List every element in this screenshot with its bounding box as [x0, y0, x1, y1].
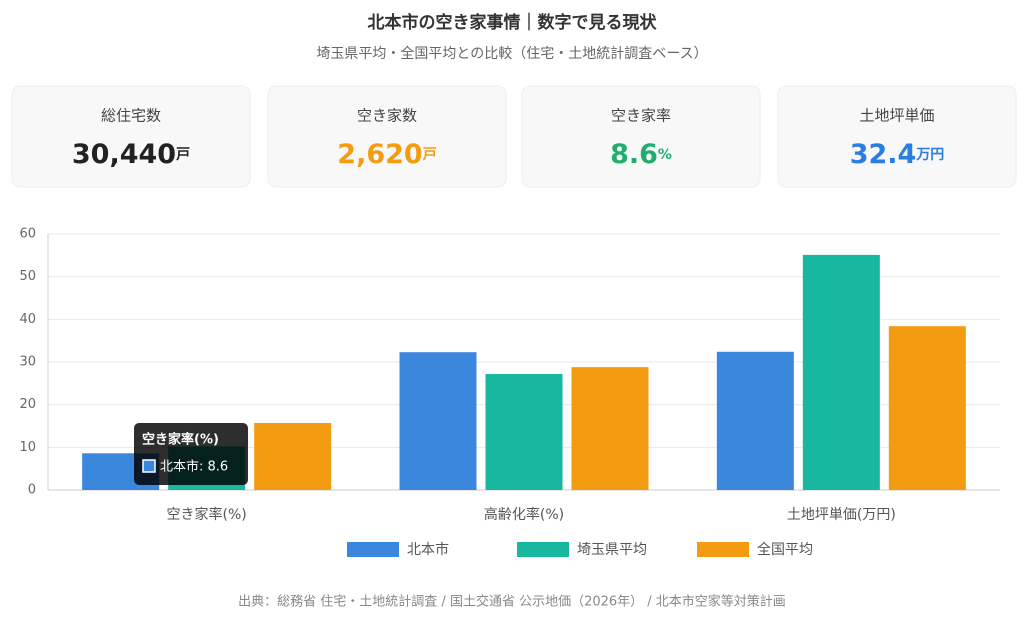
- card-value: 8.6: [610, 139, 658, 170]
- title: 北本市の空き家事情｜数字で見る現状: [368, 12, 658, 33]
- legend-swatch: [697, 542, 749, 557]
- card-label: 空き家率: [611, 107, 671, 125]
- card-value-line: 30,440戸: [72, 139, 190, 170]
- legend-label: 北本市: [407, 541, 449, 558]
- x-tick-label: 土地坪単価(万円): [787, 507, 896, 523]
- card: [11, 85, 251, 188]
- y-tick-label: 0: [28, 483, 36, 498]
- tooltip-box: [134, 423, 248, 485]
- legend-label: 埼玉県平均: [577, 542, 647, 558]
- y-tick-label: 50: [19, 269, 36, 284]
- bar: [888, 326, 966, 490]
- bar: [716, 351, 794, 490]
- card-value: 32.4: [850, 139, 917, 170]
- bar: [254, 423, 332, 490]
- card-unit: 万円: [915, 147, 944, 163]
- legend-swatch: [347, 542, 399, 557]
- tooltip: 空き家率(%) 北本市: 8.6: [134, 423, 248, 485]
- card-unit: %: [658, 147, 672, 163]
- y-tick-label: 40: [19, 312, 36, 327]
- card: [777, 85, 1017, 188]
- x-tick-label: 高齢化率(%): [484, 506, 564, 523]
- card-value-line: 32.4万円: [850, 139, 945, 170]
- bar: [399, 352, 477, 490]
- subtitle: 埼玉県平均・全国平均との比較（住宅・土地統計調査ベース）: [316, 45, 707, 62]
- card-label: 総住宅数: [101, 107, 161, 125]
- source: 出典：総務省 住宅・土地統計調査 / 国土交通省 公示地価（2026年） / 北…: [238, 594, 786, 610]
- bar: [802, 254, 880, 490]
- legend-label: 全国平均: [757, 541, 813, 558]
- tooltip-swatch: [142, 459, 156, 473]
- card-value: 2,620: [337, 139, 422, 170]
- plot: 0 10 20 30 40 50 60 空き家率(%) 高齢化率(%) 土地坪単価(万円) 北本市 埼…: [19, 227, 1000, 558]
- card-label: 土地坪単価: [859, 107, 934, 125]
- card-label: 空き家数: [357, 107, 417, 125]
- card: [267, 85, 507, 188]
- bar: [485, 373, 563, 490]
- legend-swatch: [517, 542, 569, 557]
- card-unit: 戸: [176, 147, 190, 163]
- tooltip-title: 空き家率(%): [142, 432, 219, 448]
- bar: [571, 367, 649, 490]
- y-tick-label: 10: [19, 440, 36, 455]
- card: [521, 85, 761, 188]
- card-unit: 戸: [423, 147, 437, 163]
- card-value-line: 8.6%: [610, 139, 672, 170]
- x-tick-label: 空き家率(%): [167, 506, 247, 523]
- y-tick-label: 60: [19, 227, 36, 242]
- card-value-line: 2,620戸: [337, 139, 436, 170]
- y-tick-label: 20: [19, 397, 36, 412]
- y-tick-label: 30: [19, 355, 36, 370]
- tooltip-label: 北本市: 8.6: [160, 459, 228, 475]
- card-value: 30,440: [72, 139, 176, 170]
